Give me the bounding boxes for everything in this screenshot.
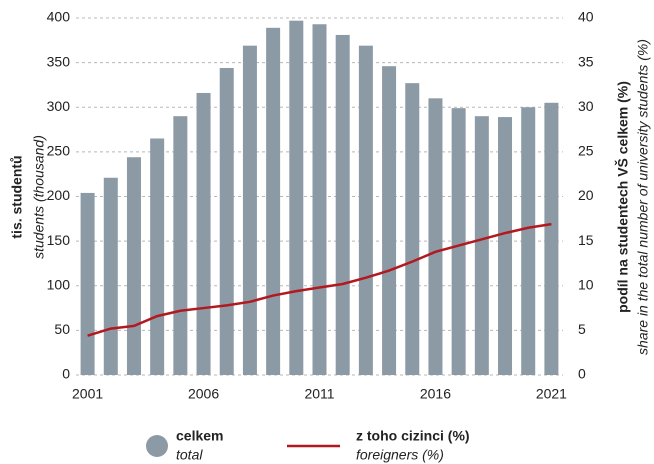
bar [358,45,373,375]
bar [219,67,234,375]
bar [498,117,513,375]
y-axis-title: tis. studentů [9,155,25,238]
y-tick-label: 200 [47,187,71,203]
bar [266,27,281,375]
x-tick-label: 2001 [72,386,103,402]
bar [382,66,397,375]
y2-tick-label: 15 [578,232,594,248]
y-tick-label: 0 [62,366,70,382]
y-tick-label: 400 [47,9,71,25]
y-tick-label: 150 [47,232,71,248]
y-tick-label: 250 [47,143,71,159]
y2-axis-title: podíl na studentech VŠ celkem (%) [614,81,631,313]
y-tick-label: 100 [47,276,71,292]
bar [544,102,559,375]
y-axis-subtitle: students (thousand) [31,135,47,259]
y2-tick-label: 25 [578,143,594,159]
bar [474,116,489,376]
y-tick-label: 50 [54,321,70,337]
x-tick-label: 2006 [188,386,219,402]
bar [405,83,420,375]
bar [521,107,536,375]
legend-marker [146,435,168,457]
legend-label-en: total [176,447,203,463]
bar [335,34,350,376]
y2-axis-subtitle: share in the total number of university … [635,39,651,355]
bar [242,45,257,375]
bar [196,92,211,375]
y2-tick-label: 30 [578,98,594,114]
y-tick-label: 300 [47,98,71,114]
x-tick-label: 2016 [420,386,451,402]
bar [312,24,327,376]
y2-tick-label: 40 [578,9,594,25]
legend-label: z toho cizinci (%) [356,428,470,444]
y2-tick-label: 10 [578,276,594,292]
bar [103,177,118,375]
bar [173,116,188,376]
y-tick-label: 350 [47,53,71,69]
y2-tick-label: 5 [578,321,586,337]
legend-label-en: foreigners (%) [356,447,444,463]
y2-tick-label: 0 [578,366,586,382]
legend-label: celkem [176,428,223,444]
y2-tick-label: 35 [578,53,594,69]
bar [289,20,304,376]
line [87,222,552,337]
bar [451,108,466,375]
x-tick-label: 2011 [304,386,334,402]
x-tick-label: 2021 [536,386,567,402]
bar [428,98,443,375]
y2-tick-label: 20 [578,187,594,203]
bar [126,157,141,375]
bar [150,138,165,375]
bar [80,192,95,375]
